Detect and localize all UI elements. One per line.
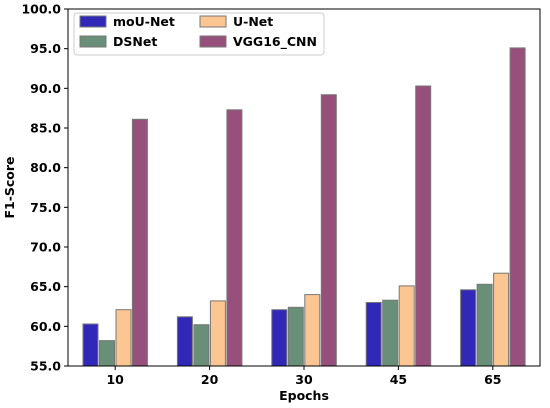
bar-vgg16-cnn-65: [509, 47, 526, 367]
bar-dsnet-20: [193, 324, 210, 367]
bar-dsnet-10: [99, 340, 115, 367]
bar-mou-net-10: [82, 323, 99, 367]
y-tick-label: 85.0: [30, 121, 61, 136]
bar-dsnet-30: [287, 306, 304, 367]
x-tick-label: 45: [390, 372, 407, 387]
bar-dsnet-45: [382, 299, 399, 367]
x-tick-label: 20: [201, 372, 219, 387]
legend-label: U-Net: [233, 14, 273, 29]
legend: moU-Net DSNet U-Net VGG16_CNN: [73, 12, 325, 56]
bar-u-net-10: [115, 309, 132, 367]
plot-frame: [67, 8, 541, 367]
legend-label: VGG16_CNN: [233, 34, 317, 50]
bar-vgg16-cnn-10: [131, 118, 148, 367]
bar-mou-net-65: [460, 289, 477, 367]
bar-mou-net-20: [176, 316, 193, 367]
x-axis-title: Epochs: [279, 388, 329, 403]
y-tick-label: 100.0: [21, 2, 61, 17]
bar-u-net-30: [304, 294, 321, 367]
bar-vgg16-cnn-30: [320, 94, 337, 367]
legend-label: DSNet: [113, 34, 157, 49]
legend-swatch: [79, 15, 107, 28]
bar-mou-net-45: [365, 302, 382, 367]
bar-vgg16-cnn-45: [415, 85, 432, 367]
y-tick-label: 80.0: [30, 160, 61, 175]
legend-swatch: [199, 35, 227, 48]
x-tick-label: 10: [106, 372, 124, 387]
legend-swatch: [79, 35, 107, 48]
legend-label: moU-Net: [113, 14, 175, 29]
x-tick-label: 65: [484, 372, 501, 387]
x-tick-label: 30: [295, 372, 313, 387]
bar-u-net-20: [209, 300, 226, 367]
bar-dsnet-65: [476, 283, 493, 367]
y-tick-label: 65.0: [30, 279, 61, 294]
y-tick-label: 90.0: [30, 81, 61, 96]
bar-u-net-45: [398, 285, 415, 367]
y-tick-label: 75.0: [30, 200, 61, 215]
bar-mou-net-30: [271, 309, 288, 367]
y-tick-label: 95.0: [30, 41, 61, 56]
bars-layer: [82, 47, 526, 367]
y-tick-label: 70.0: [30, 240, 61, 255]
y-axis-title: F1-Score: [2, 156, 17, 218]
x-axis: 10 20 30 45 65: [106, 366, 502, 387]
y-tick-label: 55.0: [30, 359, 61, 374]
legend-swatch: [199, 15, 227, 28]
y-tick-label: 60.0: [30, 319, 61, 334]
bar-u-net-65: [493, 272, 510, 367]
y-axis: 55.0 60.0 65.0 70.0 75.0 80.0 85.0 90.0 95.0 100.…: [21, 2, 68, 374]
bar-vgg16-cnn-20: [226, 109, 243, 367]
legend-frame: [73, 12, 325, 56]
